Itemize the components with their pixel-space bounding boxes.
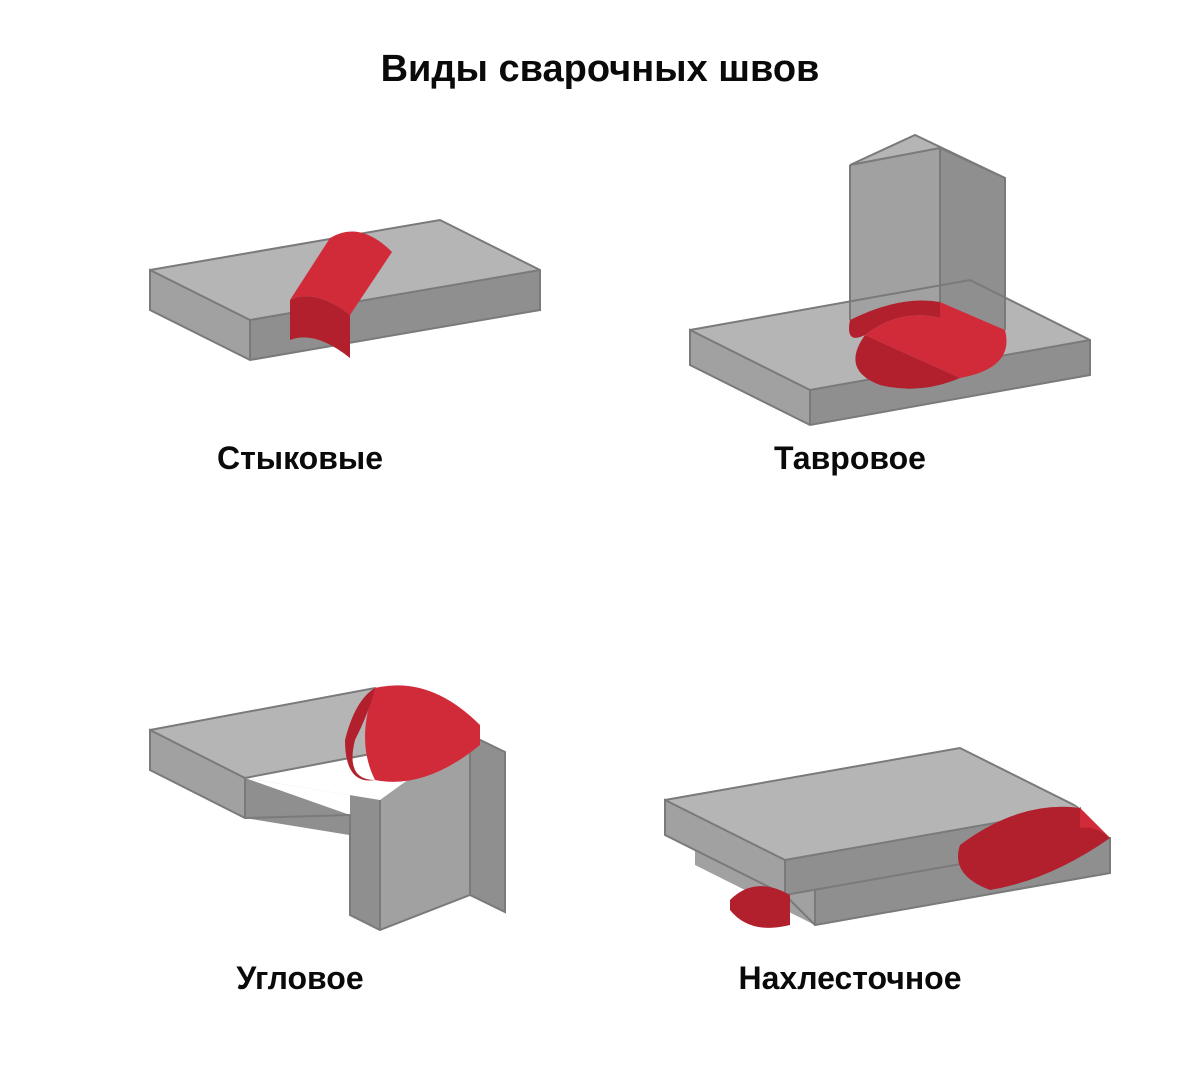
diagram-corner-joint (120, 630, 550, 940)
vert-side (940, 148, 1005, 330)
label-corner-joint: Угловое (100, 960, 500, 997)
diagram-tee-joint (650, 130, 1130, 430)
diagram-lap-joint (640, 700, 1140, 960)
diagram-page: Виды сварочных швов Стыковые (0, 0, 1200, 1091)
label-lap-joint: Нахлесточное (650, 960, 1050, 997)
diagram-butt-joint (130, 180, 560, 420)
label-butt-joint: Стыковые (100, 440, 500, 477)
page-title: Виды сварочных швов (0, 48, 1200, 91)
weld-left (730, 886, 790, 928)
label-tee-joint: Тавровое (650, 440, 1050, 477)
